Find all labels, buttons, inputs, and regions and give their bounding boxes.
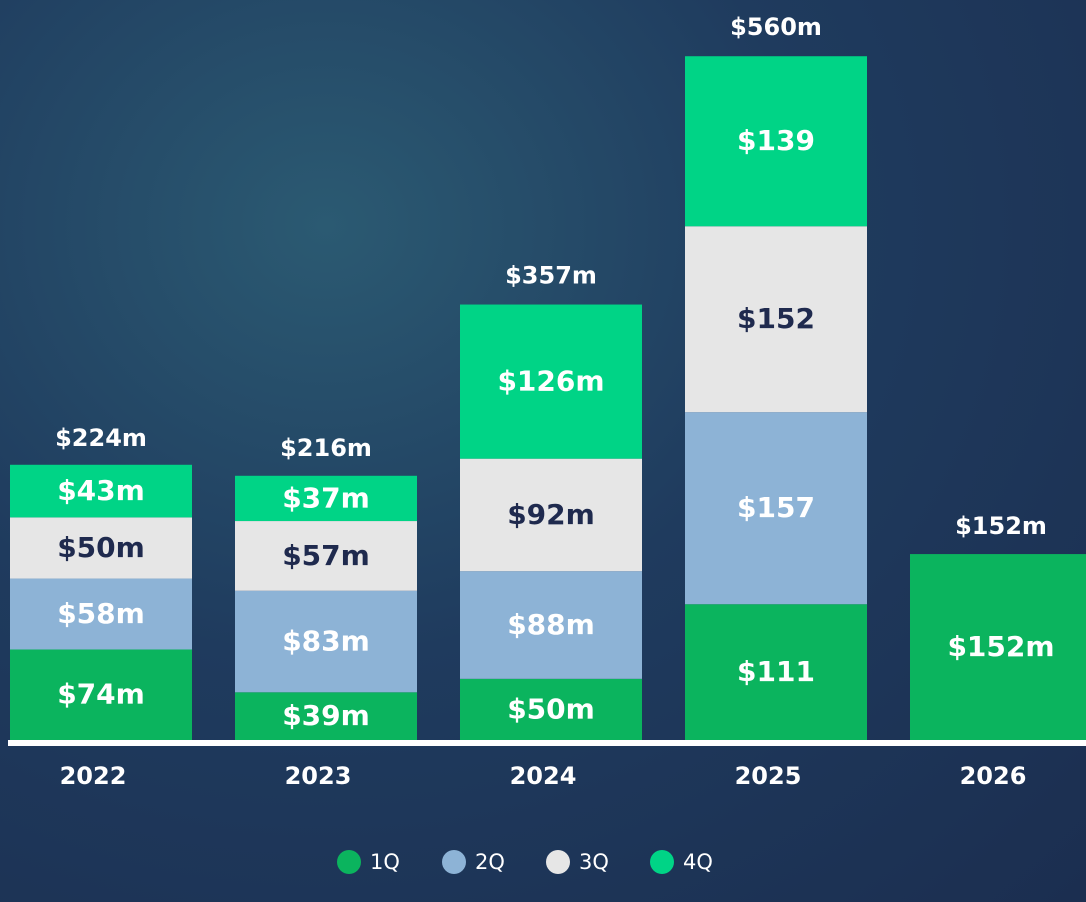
bar-segment [460,304,642,459]
data-label: $152m [947,630,1054,663]
bar-segment [235,475,417,522]
data-label: $43m [57,474,145,507]
data-label: $50m [507,692,595,725]
legend-label: 3Q [579,850,609,874]
data-label: $88m [507,608,595,641]
bar-segment [910,554,1086,740]
bar-segment [10,649,192,740]
x-tick-label: 2026 [960,762,1027,790]
bar-segment [10,517,192,579]
total-label: $560m [730,13,822,41]
legend-label: 4Q [683,850,713,874]
data-label: $126m [497,365,604,398]
bar-segment [235,692,417,740]
bar-segment [685,226,867,413]
data-label: $111 [737,655,815,688]
data-label: $57m [282,539,370,572]
bar-segment [235,590,417,693]
legend-label: 2Q [475,850,505,874]
legend-marker [337,850,361,874]
bar-segment [460,571,642,679]
total-label: $152m [955,512,1047,540]
total-label: $216m [280,434,372,462]
total-label: $357m [505,261,597,289]
data-label: $39m [282,699,370,732]
bar-segment [460,678,642,740]
legend-marker [442,850,466,874]
data-label: $152 [737,302,815,335]
bar-segment [235,521,417,591]
legend-marker [650,850,674,874]
bar-segment [685,56,867,227]
data-label: $50m [57,531,145,564]
data-label: $74m [57,678,145,711]
x-tick-label: 2022 [60,762,127,790]
bar-segment [460,458,642,572]
x-tick-label: 2023 [285,762,352,790]
bar-segment [685,604,867,740]
bar-segment [10,464,192,518]
data-label: $92m [507,498,595,531]
x-tick-label: 2025 [735,762,802,790]
baseline [8,740,1086,746]
legend-label: 1Q [370,850,400,874]
data-label: $58m [57,597,145,630]
total-label: $224m [55,424,147,452]
data-label: $139 [737,124,815,157]
x-tick-label: 2024 [510,762,577,790]
data-label: $37m [282,481,370,514]
data-label: $83m [282,625,370,658]
data-label: $157 [737,491,815,524]
legend-marker [546,850,570,874]
bar-segment [10,578,192,650]
bar-segment [685,412,867,605]
